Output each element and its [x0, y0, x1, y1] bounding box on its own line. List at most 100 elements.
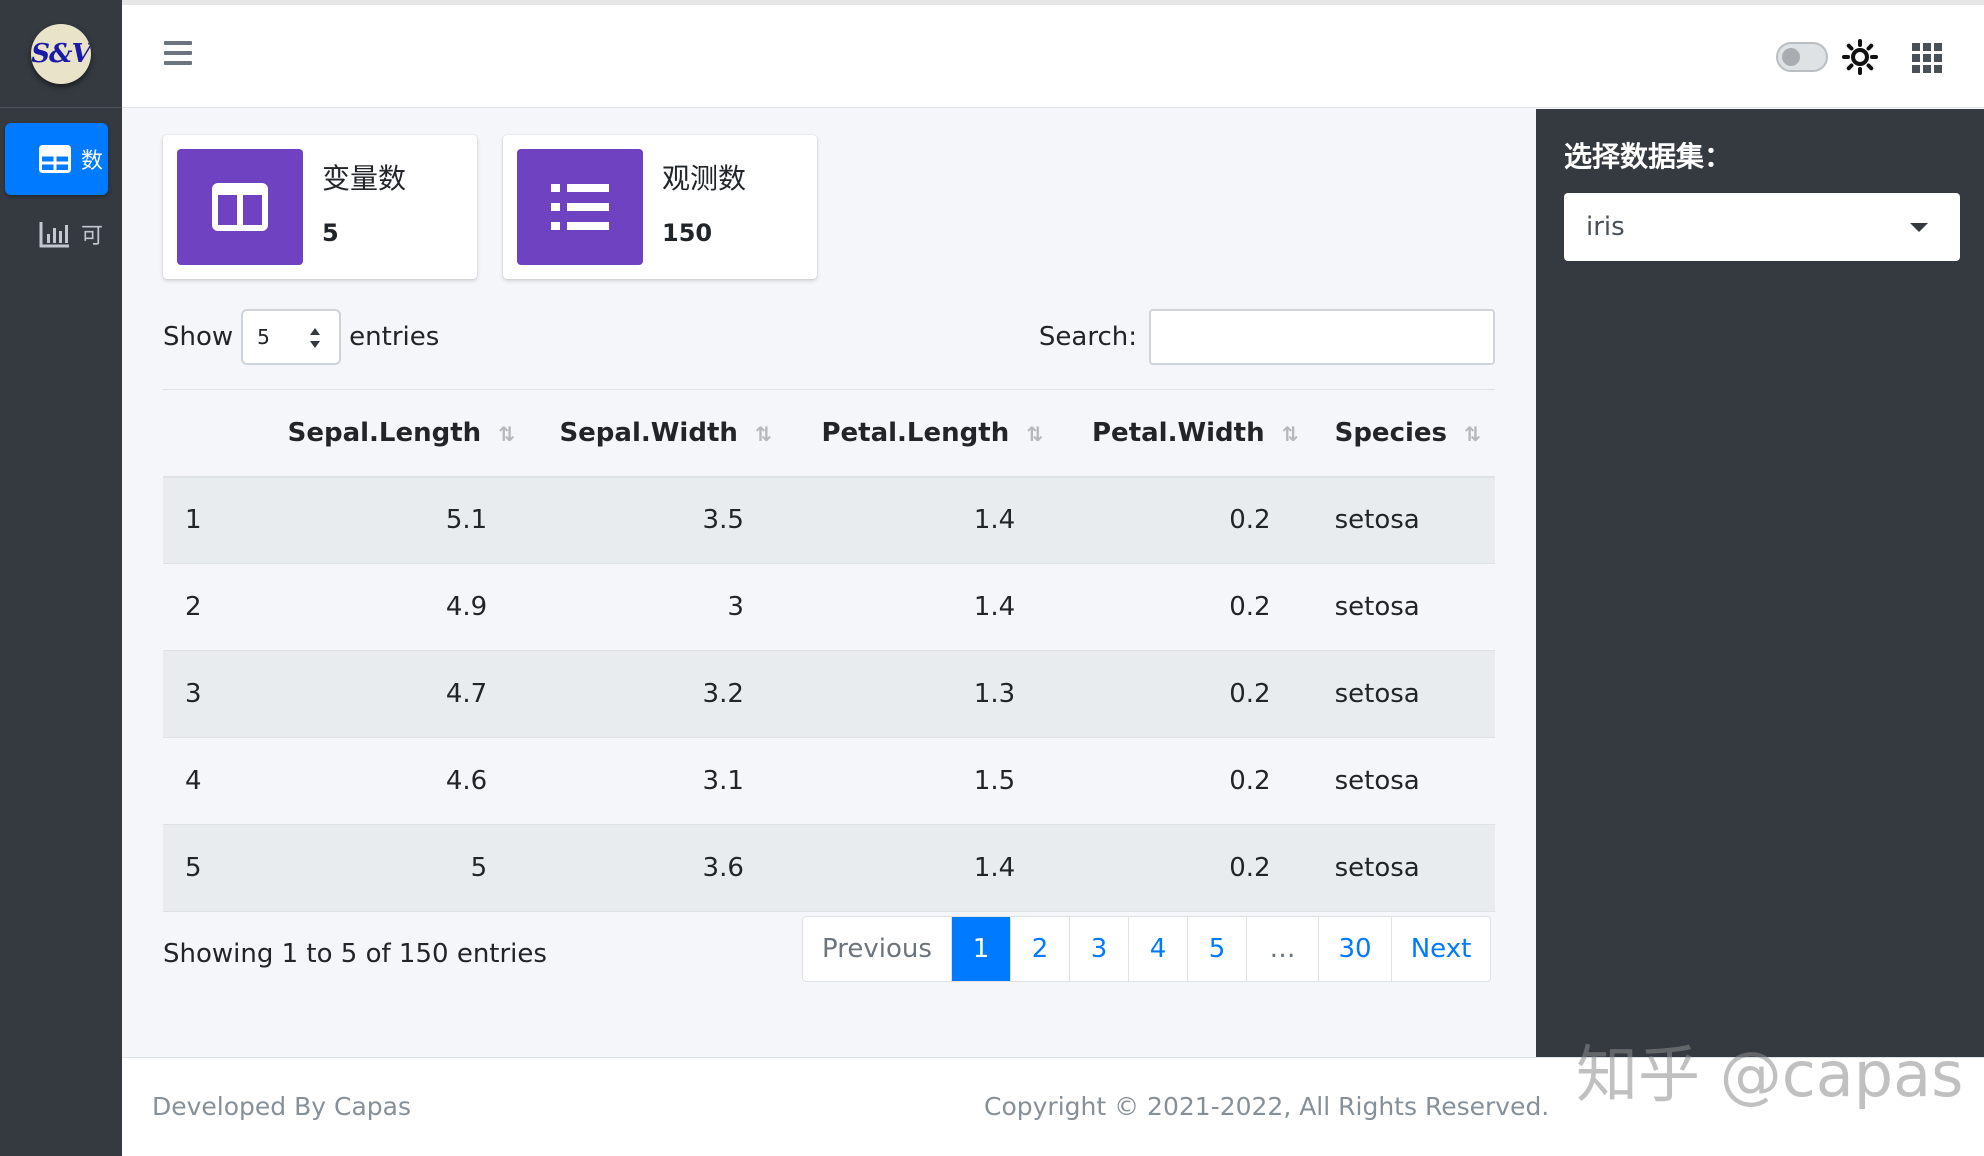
data-table: Sepal.Length ⇅ Sepal.Width ⇅ Petal.Length ⇅… [163, 389, 1495, 912]
pagination-page-2[interactable]: 2 [1011, 917, 1070, 981]
dataset-select-value: iris [1586, 212, 1625, 242]
pagination-page-1[interactable]: 1 [952, 917, 1011, 981]
cell-sepal-width: 3.5 [529, 476, 786, 564]
info-box-title: 变量数 [322, 162, 407, 195]
sidebar-item-chart[interactable]: 可 [5, 198, 108, 270]
brand-logo[interactable]: S&V [31, 23, 91, 84]
cell-index: 2 [163, 563, 257, 651]
caret-down-icon [1910, 223, 1928, 232]
sun-icon[interactable] [1842, 39, 1878, 75]
hamburger-icon[interactable] [164, 41, 192, 65]
watermark: 知乎 @capas [1576, 1038, 1964, 1111]
columns-icon [177, 149, 303, 265]
entries-label: entries [349, 322, 440, 352]
show-label: Show [163, 322, 234, 352]
cell-index: 5 [163, 824, 257, 912]
table-row: 4 4.6 3.1 1.5 0.2 setosa [163, 737, 1495, 825]
cell-sepal-width: 3.2 [529, 650, 786, 738]
cell-species: setosa [1312, 476, 1495, 564]
pagination-ellipsis: … [1247, 917, 1319, 981]
cell-index: 4 [163, 737, 257, 825]
cell-petal-length: 1.3 [785, 650, 1058, 738]
pagination-page-3[interactable]: 3 [1070, 917, 1129, 981]
cell-sepal-width: 3.6 [529, 824, 786, 912]
sort-icon: ⇅ [1281, 422, 1299, 446]
pagination-page-30[interactable]: 30 [1319, 917, 1392, 981]
sort-icon: ⇅ [1026, 422, 1044, 446]
search-label: Search: [1038, 322, 1137, 352]
sort-icon: ⇅ [498, 422, 516, 446]
sidebar-item-data[interactable]: 数 [5, 123, 108, 195]
cell-sepal-length: 5 [256, 824, 530, 912]
theme-toggle[interactable] [1776, 42, 1828, 72]
column-header-petal-width[interactable]: Petal.Width ⇅ [1057, 389, 1313, 478]
column-header-sepal-width[interactable]: Sepal.Width ⇅ [529, 389, 786, 478]
table-info: Showing 1 to 5 of 150 entries [163, 939, 547, 969]
pagination-page-5[interactable]: 5 [1188, 917, 1247, 981]
info-box-variables: 变量数 5 [163, 135, 477, 279]
pagination-next[interactable]: Next [1410, 934, 1472, 964]
control-sidebar: 选择数据集： iris [1536, 109, 1984, 1057]
table-row: 3 4.7 3.2 1.3 0.2 setosa [163, 650, 1495, 738]
cell-index: 3 [163, 650, 257, 738]
column-header-petal-length[interactable]: Petal.Length ⇅ [785, 389, 1058, 478]
table-row: 1 5.1 3.5 1.4 0.2 setosa [163, 476, 1495, 564]
cell-petal-width: 0.2 [1057, 476, 1313, 564]
table-header-row: Sepal.Length ⇅ Sepal.Width ⇅ Petal.Length ⇅… [163, 389, 1495, 478]
column-header-species[interactable]: Species ⇅ [1312, 389, 1495, 478]
footer-copyright: Copyright © 2021-2022, All Rights Reserv… [984, 1092, 1550, 1121]
search-input[interactable] [1149, 309, 1495, 365]
cell-species: setosa [1312, 650, 1495, 738]
cell-sepal-length: 4.6 [256, 737, 530, 825]
cell-species: setosa [1312, 563, 1495, 651]
dataset-select[interactable]: iris [1564, 193, 1960, 261]
sidebar-item-label: 可 [81, 224, 104, 249]
table-icon [39, 145, 71, 173]
cell-index: 1 [163, 476, 257, 564]
length-select-value: 5 [257, 325, 270, 349]
top-navbar [122, 5, 1984, 108]
cell-petal-width: 0.2 [1057, 737, 1313, 825]
cell-sepal-length: 4.7 [256, 650, 530, 738]
table-length-control: Show 5 entries [163, 309, 439, 365]
info-box-title: 观测数 [662, 162, 747, 195]
cell-petal-width: 0.2 [1057, 563, 1313, 651]
pagination: Previous 1 2 3 4 5 … 30 Next [802, 916, 1491, 982]
table-search: Search: [1039, 309, 1495, 365]
cell-petal-length: 1.4 [785, 476, 1058, 564]
sidebar-item-label: 数 [81, 149, 104, 174]
info-box-value: 150 [662, 219, 713, 247]
brand-area[interactable]: S&V [0, 0, 122, 108]
main-footer: Developed By Capas Copyright © 2021-2022… [122, 1057, 1984, 1156]
main-content: 变量数 5 观测数 150 Show 5 entries Search: [122, 109, 1536, 1057]
cell-petal-width: 0.2 [1057, 824, 1313, 912]
top-border [122, 0, 1984, 5]
column-header-index [163, 389, 257, 478]
cell-species: setosa [1312, 824, 1495, 912]
cell-petal-length: 1.4 [785, 563, 1058, 651]
cell-petal-width: 0.2 [1057, 650, 1313, 738]
apps-grid-icon[interactable] [1912, 43, 1942, 73]
cell-sepal-length: 4.9 [256, 563, 530, 651]
cell-sepal-width: 3 [529, 563, 786, 651]
sort-icon: ⇅ [1464, 422, 1481, 446]
table-row: 2 4.9 3 1.4 0.2 setosa [163, 563, 1495, 651]
pagination-page-4[interactable]: 4 [1129, 917, 1188, 981]
cell-petal-length: 1.4 [785, 824, 1058, 912]
cell-sepal-width: 3.1 [529, 737, 786, 825]
main-sidebar: S&V 数 可 [0, 0, 122, 1156]
footer-developed-by: Developed By Capas [152, 1092, 411, 1121]
cell-species: setosa [1312, 737, 1495, 825]
list-icon [517, 149, 643, 265]
cell-petal-length: 1.5 [785, 737, 1058, 825]
bar-chart-icon [39, 222, 69, 248]
info-box-observations: 观测数 150 [503, 135, 817, 279]
sort-icon: ⇅ [755, 422, 772, 446]
select-arrows-icon [310, 328, 321, 348]
column-header-sepal-length[interactable]: Sepal.Length ⇅ [256, 389, 530, 478]
length-select[interactable]: 5 [241, 309, 342, 365]
pagination-previous[interactable]: Previous [803, 917, 952, 981]
cell-sepal-length: 5.1 [256, 476, 530, 564]
dataset-select-label: 选择数据集： [1564, 140, 1733, 173]
info-box-value: 5 [322, 219, 339, 247]
